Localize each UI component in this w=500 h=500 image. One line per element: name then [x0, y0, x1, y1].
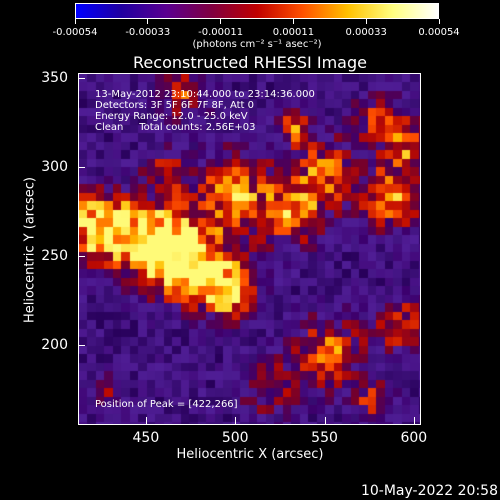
time-range-text: 13-May-2012 23:10:44.000 to 23:14:36.000	[95, 89, 315, 100]
clean-counts-text: Clean Total counts: 2.56E+03	[95, 122, 256, 133]
colorbar-tick-label: -0.00011	[198, 27, 244, 38]
x-tick-label: 600	[400, 430, 428, 446]
colorbar-tick	[147, 19, 149, 24]
x-tick-mark	[235, 417, 237, 424]
y-tick-label: 250	[41, 248, 68, 265]
colorbar-units: (photons cm⁻² s⁻¹ asec⁻²)	[192, 39, 322, 50]
colorbar	[75, 3, 439, 19]
y-tick-mark	[78, 78, 85, 80]
image-title: Reconstructed RHESSI Image	[133, 53, 367, 72]
x-tick-label: 450	[132, 430, 160, 446]
colorbar-tick-label: -0.00033	[125, 27, 171, 38]
x-tick-mark	[324, 417, 326, 424]
colorbar-tick-label: -0.00054	[52, 27, 98, 38]
y-tick-label: 300	[41, 159, 68, 176]
heatmap-image	[79, 74, 420, 424]
y-tick-mark	[78, 256, 85, 258]
colorbar-tick	[438, 19, 440, 24]
y-tick-label: 200	[41, 337, 68, 353]
y-tick-mark	[78, 167, 85, 169]
colorbar-tick-label: 0.00054	[418, 27, 460, 38]
x-tick-label: 500	[221, 430, 249, 446]
y-axis-label: Heliocentric Y (arcsec)	[22, 177, 38, 323]
colorbar-tick	[292, 19, 294, 24]
x-axis-label: Heliocentric X (arcsec)	[176, 447, 324, 462]
y-tick-label: 350	[41, 70, 68, 87]
colorbar-tick	[365, 19, 367, 24]
x-tick-mark	[413, 417, 415, 424]
x-tick-mark	[145, 417, 147, 424]
colorbar-tick	[220, 19, 222, 24]
plot-date: 10-May-2022 20:58	[360, 483, 498, 499]
energy-range-text: Energy Range: 12.0 - 25.0 keV	[95, 111, 248, 122]
colorbar-tick	[74, 19, 76, 24]
x-tick-label: 550	[311, 430, 338, 446]
image-plot: 13-May-2012 23:10:44.000 to 23:14:36.000…	[78, 73, 421, 425]
y-tick-mark	[78, 345, 85, 346]
peak-position-text: Position of Peak = [422,266]	[95, 399, 238, 410]
colorbar-tick-label: 0.00011	[272, 27, 315, 38]
detectors-text: Detectors: 3F 5F 6F 7F 8F, Att 0	[95, 100, 255, 111]
colorbar-tick-label: 0.00033	[345, 27, 387, 38]
